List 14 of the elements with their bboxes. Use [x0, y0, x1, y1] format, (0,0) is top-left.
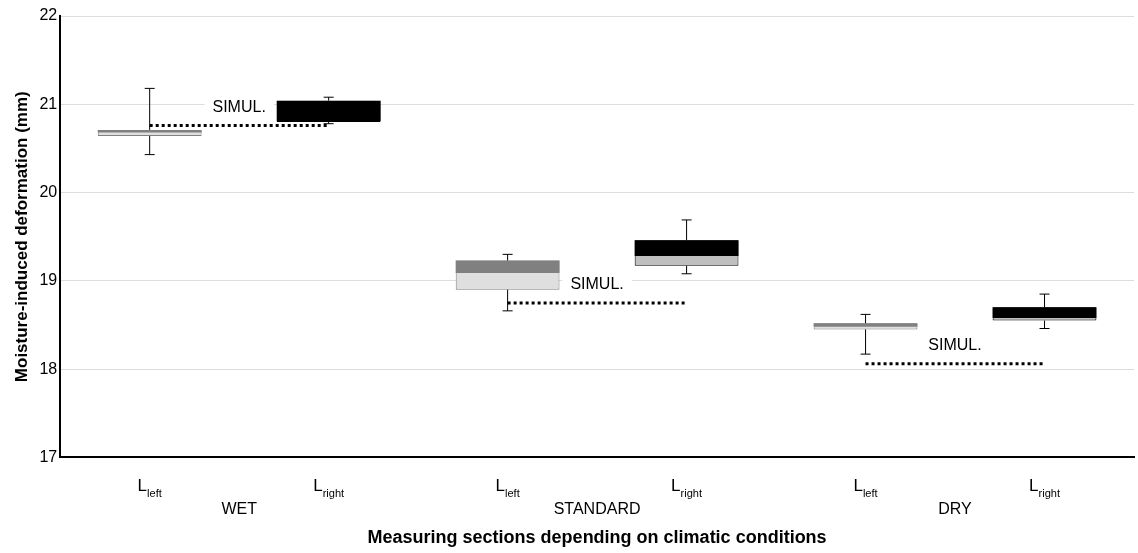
text: STANDARD — [553, 500, 641, 518]
y-tick-label: 17 — [39, 447, 58, 465]
x-axis-title: Measuring sections depending on climatic conditions — [367, 527, 827, 548]
y-tick-label: 21 — [39, 94, 58, 112]
y-tick-label: 19 — [39, 271, 58, 289]
y-tick-label: 18 — [39, 359, 58, 377]
y-axis-title: Moisture-induced deformation (mm) — [11, 91, 31, 383]
series-label: SIMUL. — [928, 336, 982, 354]
series-label: SIMUL. — [570, 275, 624, 293]
y-tick-label: 22 — [39, 6, 58, 24]
series-label: SIMUL. — [212, 97, 266, 115]
text: WET — [221, 500, 258, 518]
y-tick-label: 20 — [39, 182, 58, 200]
text: DRY — [938, 500, 973, 518]
